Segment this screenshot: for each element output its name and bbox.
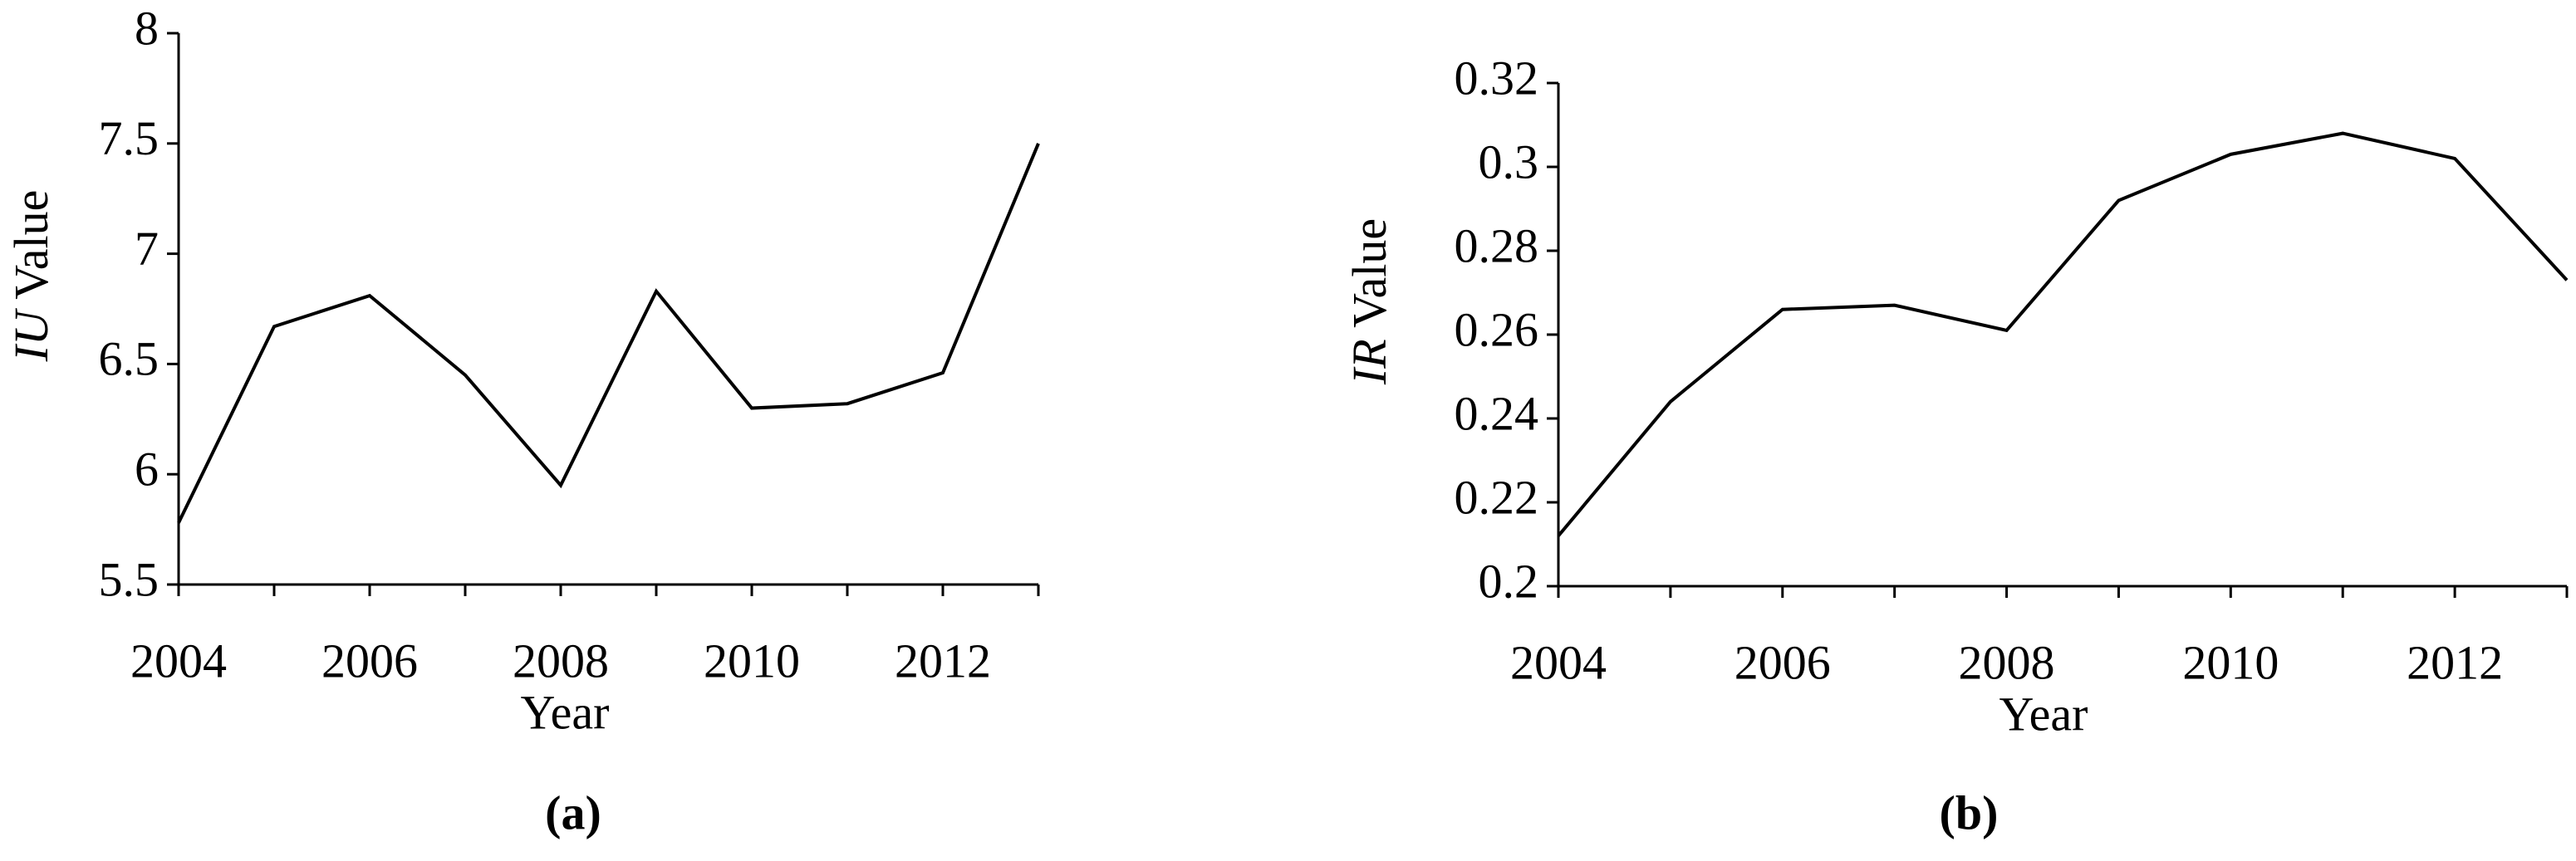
y-tick-label: 7	[135, 222, 159, 276]
x-tick-label: 2004	[1510, 635, 1607, 689]
x-axis-title: Year	[1999, 687, 2088, 741]
y-tick-label: 0.28	[1455, 218, 1539, 272]
y-tick-label: 0.22	[1455, 470, 1539, 524]
y-tick-label: 0.3	[1479, 135, 1539, 188]
y-tick-label: 7.5	[99, 111, 159, 165]
y-tick-label: 0.2	[1479, 554, 1539, 608]
x-tick-label: 2012	[895, 634, 991, 687]
panel-label: (a)	[545, 785, 601, 839]
x-tick-label: 2004	[130, 634, 227, 687]
y-tick-label: 0.32	[1455, 51, 1539, 105]
chart-panel: 0.2 0.22 0.24 0.26 0.28 0.3 0.32 2004 2006 2008 20…	[1342, 51, 2569, 839]
panel-label: (b)	[1940, 785, 1999, 839]
chart-panel: 5.5 6 6.5 7 7.5 8 2004 2006 2008 2010 2012 Year IU V…	[4, 1, 1040, 839]
y-tick-label: 0.26	[1455, 302, 1539, 356]
y-axis-text: Value	[4, 190, 58, 311]
data-line	[1557, 131, 2569, 537]
y-axis-variable: IR	[1342, 339, 1396, 385]
y-tick-label: 6	[135, 443, 159, 497]
y-tick-label: 5.5	[99, 552, 159, 606]
y-tick-label: 6.5	[99, 332, 159, 386]
x-tick-label: 2006	[321, 634, 418, 687]
y-axis-title: IR Value	[1342, 218, 1396, 385]
data-line	[177, 143, 1040, 524]
x-tick-label: 2008	[1959, 635, 2055, 689]
y-axis-title: IU Value	[4, 190, 58, 363]
y-axis-variable: IU	[4, 307, 58, 362]
y-tick-label: 8	[135, 1, 159, 55]
x-tick-label: 2012	[2407, 635, 2503, 689]
y-axis-text: Value	[1342, 218, 1396, 340]
y-tick-label: 0.24	[1455, 386, 1539, 440]
x-tick-label: 2010	[704, 634, 800, 687]
x-axis-title: Year	[521, 685, 610, 739]
x-tick-label: 2006	[1735, 635, 1831, 689]
x-tick-label: 2010	[2182, 635, 2279, 689]
x-tick-label: 2008	[513, 634, 609, 687]
